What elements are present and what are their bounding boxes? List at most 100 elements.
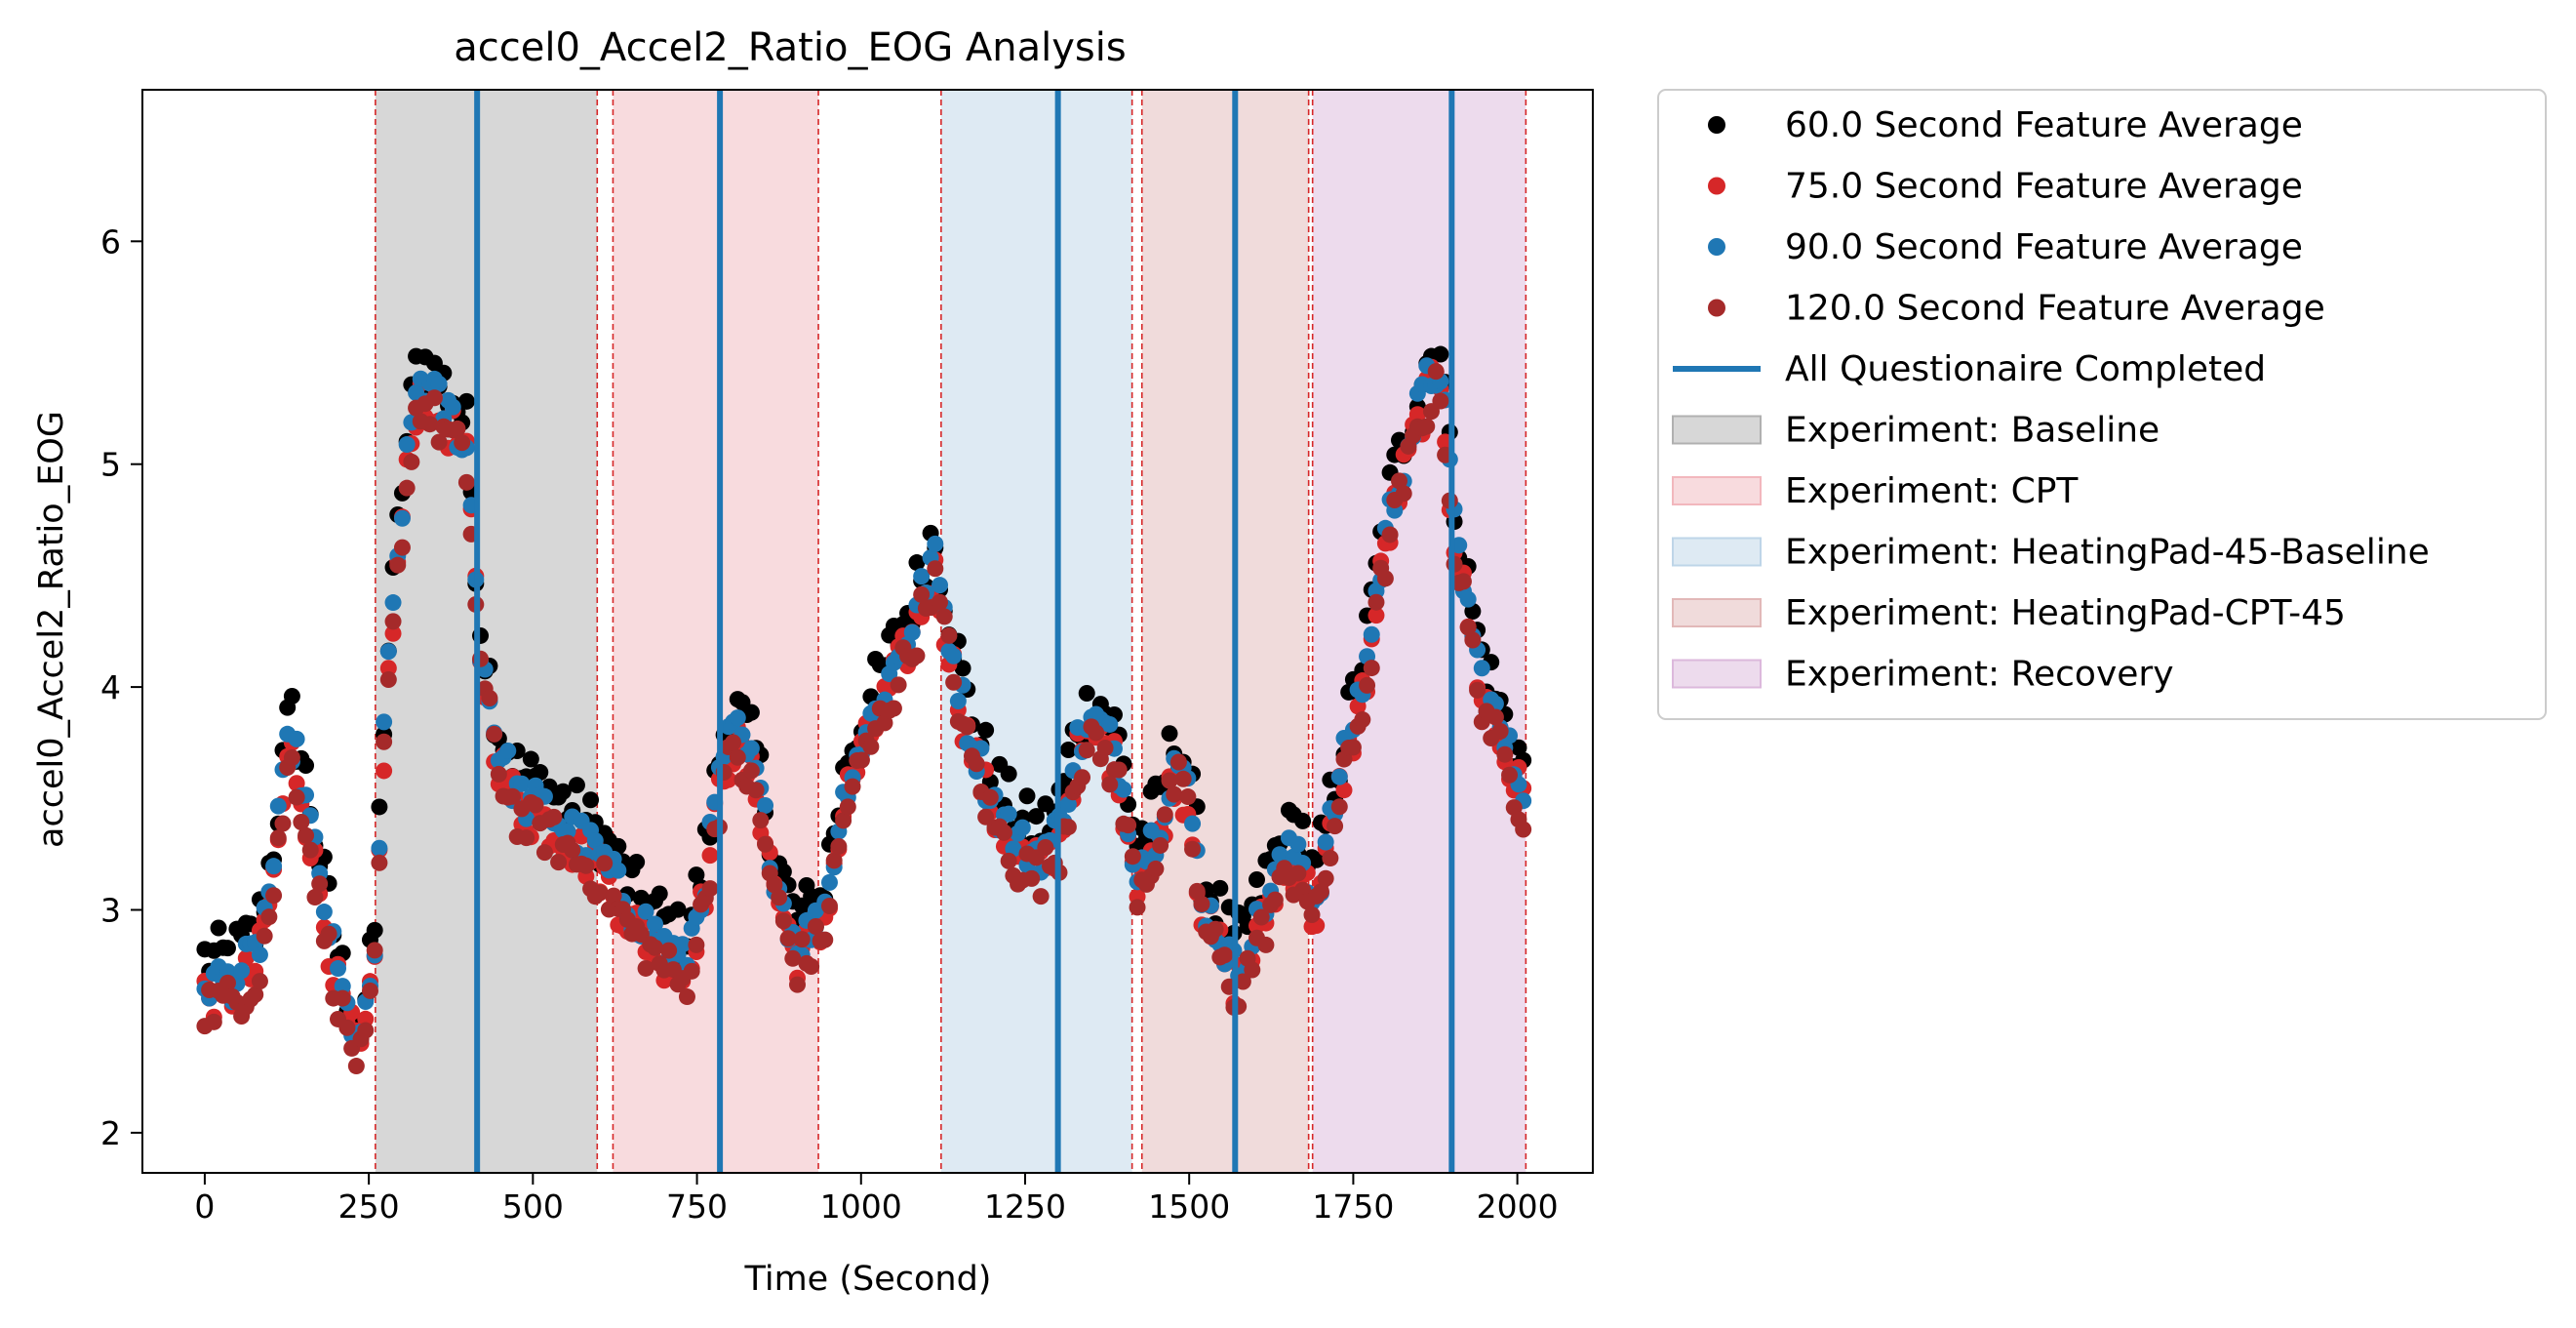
data-point [725, 734, 742, 751]
data-point [1152, 836, 1169, 854]
data-point [503, 787, 521, 805]
data-point [646, 939, 663, 956]
data-point [1169, 753, 1187, 771]
data-point [1308, 851, 1326, 868]
x-axis: 0 250 500 750 1000 1250 1500 1750 2000 [194, 1173, 1559, 1226]
data-point [839, 798, 856, 816]
x-tick-label: 250 [338, 1187, 400, 1226]
legend-label: 60.0 Second Feature Average [1785, 105, 2303, 145]
data-point [959, 718, 976, 736]
data-point [1059, 742, 1077, 759]
data-point [789, 976, 807, 993]
data-point [389, 556, 407, 574]
data-point [793, 931, 811, 948]
data-point [927, 560, 944, 578]
data-point [393, 539, 411, 556]
data-point [1147, 860, 1165, 877]
legend-label: Experiment: HeatingPad-CPT-45 [1785, 593, 2346, 633]
data-point [637, 959, 654, 977]
data-point [1363, 660, 1380, 677]
x-tick-label: 1750 [1312, 1187, 1394, 1226]
x-tick-label: 2000 [1477, 1187, 1559, 1226]
data-point [210, 919, 227, 937]
x-tick-label: 750 [666, 1187, 728, 1226]
data-point [393, 509, 411, 527]
data-point [330, 960, 347, 978]
data-point [1179, 788, 1197, 806]
data-point [1317, 869, 1334, 887]
data-point [747, 782, 765, 799]
data-point [1120, 817, 1137, 834]
data-point [1059, 819, 1077, 836]
data-point [981, 788, 999, 806]
legend-entry: Experiment: CPT [1672, 471, 2079, 511]
data-point [265, 887, 283, 905]
data-point [774, 912, 792, 930]
data-point [1303, 906, 1321, 924]
data-point [591, 884, 609, 902]
data-point [379, 670, 397, 688]
data-point [269, 829, 287, 847]
data-point [513, 775, 531, 792]
data-point [995, 824, 1012, 841]
data-point [1391, 472, 1408, 490]
data-point [596, 855, 614, 872]
data-point [1454, 573, 1472, 590]
data-point [830, 837, 848, 855]
data-point [610, 837, 627, 855]
data-point [1367, 607, 1385, 624]
data-point [816, 931, 834, 948]
data-point [554, 783, 572, 800]
data-point [1101, 776, 1119, 793]
data-point [1032, 888, 1050, 905]
data-point [1115, 781, 1132, 798]
data-point [688, 866, 705, 884]
data-point [757, 797, 774, 815]
legend-label: Experiment: Recovery [1785, 655, 2174, 695]
data-point [1078, 742, 1095, 759]
data-point [669, 901, 687, 918]
legend-entry: Experiment: Baseline [1672, 411, 2160, 451]
data-point [945, 647, 963, 664]
data-point [701, 880, 719, 898]
legend-entry: Experiment: Recovery [1672, 655, 2174, 695]
data-point [1193, 895, 1210, 912]
data-point [1330, 798, 1348, 816]
data-point [1174, 770, 1192, 787]
data-point [384, 594, 402, 612]
legend-label: Experiment: Baseline [1785, 411, 2160, 451]
data-point [825, 852, 843, 869]
data-point [490, 765, 507, 783]
data-point [1211, 879, 1229, 897]
data-point [674, 936, 692, 953]
data-point [1418, 418, 1436, 435]
legend-marker [1672, 476, 1762, 505]
data-point [361, 982, 378, 999]
experiment-band [1312, 90, 1526, 1173]
data-point [954, 660, 971, 677]
data-point [1473, 660, 1490, 677]
data-point [274, 815, 292, 832]
data-point [977, 721, 995, 739]
legend-box [1657, 89, 2547, 720]
data-point [1515, 821, 1532, 838]
data-point [820, 898, 838, 915]
x-tick-label: 0 [194, 1187, 215, 1226]
data-point [908, 647, 926, 664]
data-point [949, 693, 967, 710]
data-point [1000, 852, 1017, 869]
data-point [637, 903, 654, 920]
data-point [1344, 739, 1362, 756]
data-point [807, 918, 824, 936]
data-point [444, 398, 461, 416]
legend-marker [1708, 299, 1725, 317]
data-point [1376, 570, 1394, 587]
data-point [766, 876, 783, 894]
data-point [1257, 936, 1275, 953]
data-point [586, 832, 604, 850]
data-point [237, 949, 255, 967]
data-point [218, 940, 236, 957]
data-point [844, 778, 861, 795]
data-point [457, 392, 475, 410]
data-point [532, 764, 549, 782]
